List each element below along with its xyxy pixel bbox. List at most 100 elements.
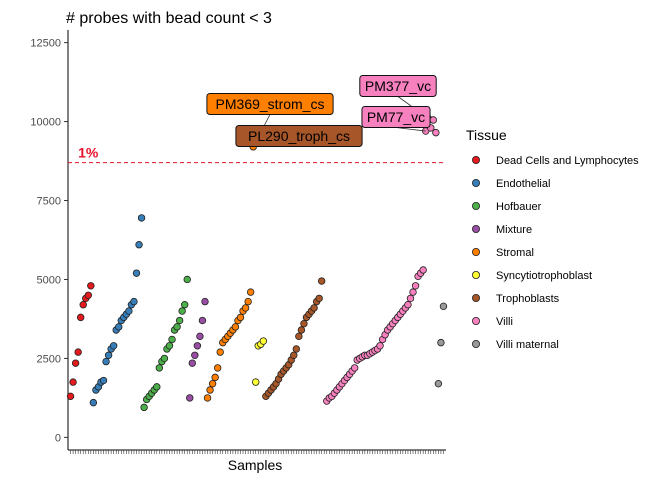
data-point: [317, 277, 326, 285]
data-point: [168, 335, 176, 344]
annotation-leader: [395, 127, 426, 132]
data-point: [203, 394, 212, 402]
legend-key: [471, 270, 480, 279]
data-point: [178, 307, 186, 315]
x-axis-label: Samples: [228, 457, 282, 473]
x-ticks: [70, 450, 444, 454]
data-point: [135, 241, 143, 249]
data-point: [76, 313, 85, 322]
y-tick-label: 7500: [37, 196, 61, 208]
legend-key: [471, 247, 480, 256]
y-tick-label: 2500: [37, 353, 61, 365]
data-point: [259, 337, 268, 345]
data-point: [300, 319, 308, 328]
data-point: [74, 348, 82, 356]
legend-label: Syncytiotrophoblast: [496, 270, 592, 282]
data-point: [180, 301, 189, 309]
data-point: [404, 301, 412, 309]
legend-key: [471, 293, 480, 302]
data-point: [79, 301, 87, 309]
data-point: [125, 307, 133, 315]
legend-key: [471, 155, 480, 164]
data-point: [109, 342, 118, 350]
data-point: [193, 342, 202, 350]
data-point: [89, 398, 98, 407]
data-point: [186, 394, 194, 402]
data-point: [201, 297, 209, 306]
annotation-label: PL290_troph_cs: [248, 128, 350, 144]
data-point: [315, 294, 323, 303]
legend-title: Tissue: [466, 127, 507, 143]
data-point: [69, 378, 77, 386]
legend-label: Hofbauer: [496, 201, 542, 213]
data-point: [216, 348, 224, 356]
data-point: [208, 379, 217, 388]
annotation-label: PM77_vc: [367, 109, 425, 125]
legend-items: Dead Cells and Lymphocytes Endothelial Hof…: [471, 155, 639, 351]
data-point: [99, 376, 108, 385]
data-point: [104, 351, 113, 359]
data-point: [206, 386, 214, 394]
data-point: [439, 302, 448, 311]
chart-title: # probes with bead count < 3: [66, 10, 272, 27]
legend-label: Villi maternal: [496, 339, 559, 351]
data-point: [188, 359, 197, 367]
data-point: [196, 332, 204, 341]
data-point: [155, 364, 164, 372]
annotation-box: [361, 106, 431, 128]
data-point: [252, 378, 260, 386]
data-point: [183, 275, 191, 284]
data-point: [173, 323, 181, 331]
data-point: [175, 316, 184, 325]
legend-key: [471, 201, 480, 210]
data-point: [165, 342, 174, 350]
annotation-label: PM377_vc: [365, 78, 431, 94]
y-tick-label: 0: [55, 432, 61, 444]
annotation-box: [206, 93, 334, 115]
data-point: [132, 269, 141, 277]
legend-key: [471, 339, 480, 348]
data-point: [350, 364, 359, 372]
data-point: [406, 294, 415, 303]
data-point: [71, 359, 80, 367]
threshold-label: 1%: [78, 145, 99, 161]
legend-key: [471, 178, 480, 187]
data-point: [376, 342, 384, 350]
data-point: [419, 266, 427, 274]
data-point: [115, 323, 123, 331]
data-points: [66, 114, 448, 412]
plot-area: 0 2500 5000 7500 10000 12500 1% PM369_strom_c…: [30, 30, 448, 454]
annotations: PM369_strom_cs PL290_troph_cs PM377_vc PM77…: [206, 75, 437, 148]
data-point: [241, 304, 250, 312]
data-point: [246, 288, 255, 296]
data-point: [295, 332, 303, 341]
data-point: [137, 214, 146, 222]
legend-label: Endothelial: [496, 178, 550, 190]
data-point: [153, 383, 161, 391]
legend-key: [471, 316, 480, 325]
data-point: [437, 338, 445, 347]
data-point: [409, 288, 417, 296]
annotation-box: [235, 125, 363, 147]
y-ticks: 0 2500 5000 7500 10000 12500: [30, 38, 68, 444]
data-point: [130, 297, 138, 306]
data-point: [84, 291, 92, 299]
y-tick-label: 5000: [37, 274, 61, 286]
legend: Tissue Dead Cells and Lymphocytes Endothe…: [466, 127, 639, 351]
data-point: [434, 379, 443, 388]
legend-label: Mixture: [496, 224, 532, 236]
data-point: [213, 364, 222, 372]
annotation-label: PM369_strom_cs: [216, 96, 325, 112]
legend-label: Dead Cells and Lymphocytes: [496, 155, 639, 167]
y-tick-label: 12500: [30, 38, 61, 50]
data-point: [66, 392, 75, 401]
legend-key: [471, 224, 480, 233]
legend-label: Villi: [496, 316, 513, 328]
data-point: [160, 354, 169, 363]
data-point: [411, 282, 420, 290]
legend-label: Stromal: [496, 247, 534, 259]
data-point: [231, 323, 240, 331]
data-point: [310, 304, 318, 312]
legend-label: Trophoblasts: [496, 293, 560, 305]
data-point: [102, 357, 110, 366]
